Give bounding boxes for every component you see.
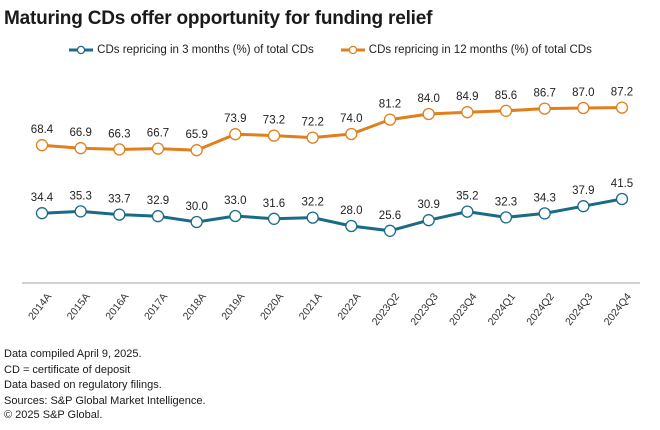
series-12m-data-label: 87.0	[572, 87, 594, 99]
series-3m-point	[499, 211, 513, 224]
legend-swatch-12m-icon	[340, 45, 365, 55]
series-3m-data-label: 35.2	[456, 191, 478, 203]
legend-item-12m: CDs repricing in 12 months (%) of total …	[340, 44, 592, 56]
x-tick-label: 2017A	[142, 291, 170, 322]
legend-item-3m: CDs repricing in 3 months (%) of total C…	[68, 44, 314, 56]
x-tick-label: 2015A	[65, 291, 93, 322]
x-tick-label: 2021A	[297, 291, 325, 322]
legend: CDs repricing in 3 months (%) of total C…	[0, 44, 660, 56]
series-3m-point	[538, 207, 551, 220]
series-12m-data-label: 84.9	[456, 91, 478, 103]
series-3m-point	[306, 211, 319, 224]
series-3m-point	[229, 209, 242, 223]
x-tick-label: 2023Q2	[370, 291, 403, 328]
series-12m-data-label: 66.9	[69, 127, 91, 139]
series-3m-data-label: 33.7	[108, 194, 130, 206]
series-3m-line	[41, 197, 623, 233]
series-3m-data-label: 30.0	[185, 201, 207, 213]
x-tick-label: 2024Q1	[486, 291, 519, 328]
note-sources: Sources: S&P Global Market Intelligence.	[4, 394, 206, 407]
series-3m-point	[35, 207, 49, 220]
series-3m-data-label: 41.5	[611, 178, 633, 190]
series-3m-data-label: 37.9	[572, 185, 594, 197]
legend-label-12m: CDs repricing in 12 months (%) of total …	[368, 44, 592, 56]
series-12m-data-label: 73.9	[224, 113, 246, 125]
x-tick-label: 2014A	[26, 291, 54, 322]
series-12m-point	[190, 144, 203, 157]
x-tick-label: 2022A	[335, 291, 363, 322]
series-12m-line	[41, 106, 623, 152]
line-chart: 2014A 2015A 2016A 2017A 2018A 2019A 2020A 2021A…	[22, 87, 640, 328]
series-3m-point	[615, 192, 629, 206]
series-3m-point	[461, 205, 474, 218]
series-12m-data-label: 81.2	[379, 99, 401, 111]
x-tick-label: 2016A	[103, 291, 131, 322]
x-tick-label: 2020A	[258, 291, 286, 322]
series-12m-data-label: 87.2	[611, 87, 633, 99]
series-12m-point	[577, 101, 590, 115]
series-12m-point	[35, 139, 49, 152]
series-3m-data-label: 33.0	[224, 195, 246, 207]
series-12m-data-label: 66.3	[108, 128, 130, 140]
series-3m-point	[151, 210, 165, 223]
series-12m-point	[113, 143, 126, 156]
series-3m-data-label: 30.9	[417, 199, 439, 211]
chart-title: Maturing CDs offer opportunity for fundi…	[4, 8, 433, 29]
series-12m-point	[615, 101, 629, 114]
series-12m-data-label: 85.6	[495, 90, 517, 102]
series-12m-point	[538, 102, 551, 115]
x-tick-label: 2024Q2	[524, 291, 557, 328]
series-12m-point	[74, 142, 87, 155]
chart-notes: Data compiled April 9, 2025. CD = certif…	[4, 347, 206, 421]
series-12m-point	[422, 107, 435, 121]
x-tick-label: 2023Q3	[408, 291, 441, 328]
series-3m-data-label: 25.6	[379, 210, 401, 222]
series-3m-data-label: 32.3	[495, 196, 517, 208]
note-copyright: © 2025 S&P Global.	[4, 409, 103, 421]
x-tick-label: 2018A	[181, 291, 209, 322]
series-12m-point	[345, 127, 358, 141]
note-data-compiled: Data compiled April 9, 2025.	[4, 348, 142, 360]
x-tick-label: 2024Q3	[563, 291, 596, 328]
series-3m-point	[113, 208, 126, 221]
x-tick-label: 2023Q4	[447, 291, 480, 328]
series-12m-data-label: 84.0	[417, 93, 439, 105]
series-12m-point	[229, 128, 242, 141]
series-3m-point	[267, 212, 281, 225]
series-12m-data-label: 74.0	[340, 113, 362, 125]
series-3m-point	[345, 219, 358, 233]
series-3m-data-label: 34.4	[31, 192, 54, 204]
series-3m-point	[383, 224, 397, 237]
legend-swatch-3m-icon	[69, 45, 94, 55]
series-12m-data-label: 86.7	[533, 88, 555, 100]
series-3m-data-label: 28.0	[340, 205, 362, 217]
note-data-basis: Data based on regulatory filings.	[4, 379, 162, 391]
series-3m-data-label: 32.2	[301, 197, 323, 209]
series-12m-data-label: 72.2	[301, 117, 323, 129]
series-12m-point	[151, 142, 165, 155]
series-12m-point	[461, 106, 474, 119]
series-3m-data-label: 32.9	[147, 195, 169, 207]
series-3m-point	[577, 200, 590, 213]
series-12m-data-label: 65.9	[185, 129, 207, 141]
series-3m-data-label: 35.3	[69, 190, 91, 202]
x-tick-label: 2019A	[219, 291, 247, 322]
series-12m-point	[306, 131, 319, 144]
series-3m-data-label: 31.6	[263, 198, 285, 210]
series-12m-data-label: 73.2	[263, 115, 285, 127]
series-12m-point	[267, 129, 281, 142]
series-12m-point	[499, 104, 513, 117]
legend-label-3m: CDs repricing in 3 months (%) of total C…	[97, 44, 314, 56]
note-cd-definition: CD = certificate of deposit	[4, 363, 131, 376]
series-3m-point	[74, 205, 87, 218]
series-3m-point	[422, 214, 435, 227]
series-3m-data-label: 34.3	[533, 192, 555, 204]
series-3m-point	[190, 215, 203, 229]
series-12m-data-label: 68.4	[31, 124, 54, 136]
x-tick-label: 2024Q4	[602, 291, 635, 328]
series-12m-point	[383, 113, 397, 126]
series-12m-data-label: 66.7	[147, 128, 169, 140]
